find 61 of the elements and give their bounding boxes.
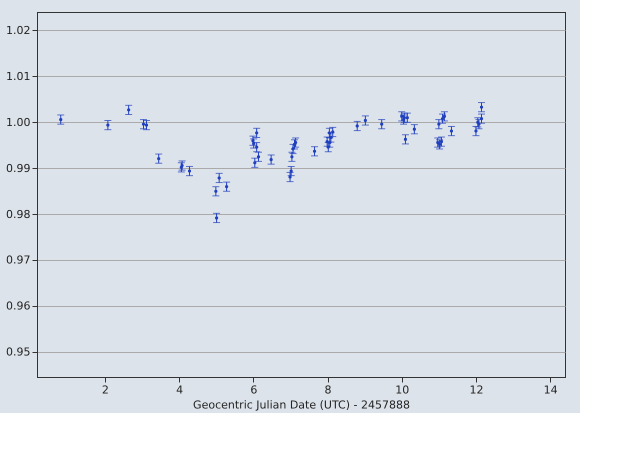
y-tick-label: 0.95 — [6, 346, 30, 359]
point — [225, 185, 228, 188]
point — [438, 142, 442, 146]
y-tick-label: 1.02 — [6, 24, 30, 37]
point — [157, 157, 160, 160]
point — [127, 108, 130, 112]
y-tick-label: 0.96 — [6, 300, 30, 313]
point — [400, 114, 404, 118]
point — [270, 158, 273, 162]
point — [404, 138, 408, 141]
point — [326, 146, 330, 149]
point — [290, 155, 294, 158]
x-tick-label: 8 — [324, 384, 332, 396]
point — [356, 124, 359, 128]
point — [251, 139, 255, 142]
point — [450, 129, 454, 133]
point — [440, 140, 444, 144]
point — [437, 122, 440, 126]
point — [326, 140, 329, 144]
point — [256, 155, 260, 158]
point — [290, 169, 293, 173]
point — [291, 147, 295, 151]
point — [106, 124, 110, 127]
x-axis-title: Geocentric Julian Date (UTC) - 2457888 — [193, 398, 410, 412]
y-tick-label: 1.01 — [6, 70, 30, 83]
point — [406, 116, 409, 120]
point — [218, 176, 221, 180]
point — [440, 117, 444, 120]
y-tick-label: 0.99 — [6, 162, 30, 175]
point — [288, 175, 292, 179]
x-tick-label: 12 — [469, 384, 484, 396]
point — [255, 131, 258, 134]
x-tick-label: 14 — [544, 384, 558, 396]
point — [380, 122, 384, 126]
x-tick-label: 10 — [395, 384, 410, 396]
y-tick-label: 0.98 — [6, 208, 30, 221]
point — [188, 169, 192, 173]
point — [442, 114, 446, 118]
point — [144, 124, 148, 127]
point — [312, 150, 316, 153]
point — [253, 161, 256, 164]
y-tick-label: 1.00 — [6, 116, 30, 129]
point — [214, 190, 218, 193]
x-tick-label: 6 — [250, 384, 258, 396]
x-tick-label: 2 — [102, 384, 109, 396]
point — [142, 122, 146, 126]
point — [328, 131, 331, 134]
point — [480, 117, 484, 120]
point — [329, 136, 332, 140]
point — [328, 140, 332, 144]
point — [474, 129, 478, 133]
point — [255, 146, 258, 149]
point — [252, 142, 256, 146]
point — [480, 106, 484, 109]
point — [59, 118, 62, 122]
x-tick-label: 4 — [176, 384, 184, 396]
point — [364, 118, 367, 122]
y-tick-label: 0.97 — [6, 254, 30, 267]
point — [412, 128, 416, 131]
point — [215, 216, 218, 220]
point — [331, 130, 334, 134]
